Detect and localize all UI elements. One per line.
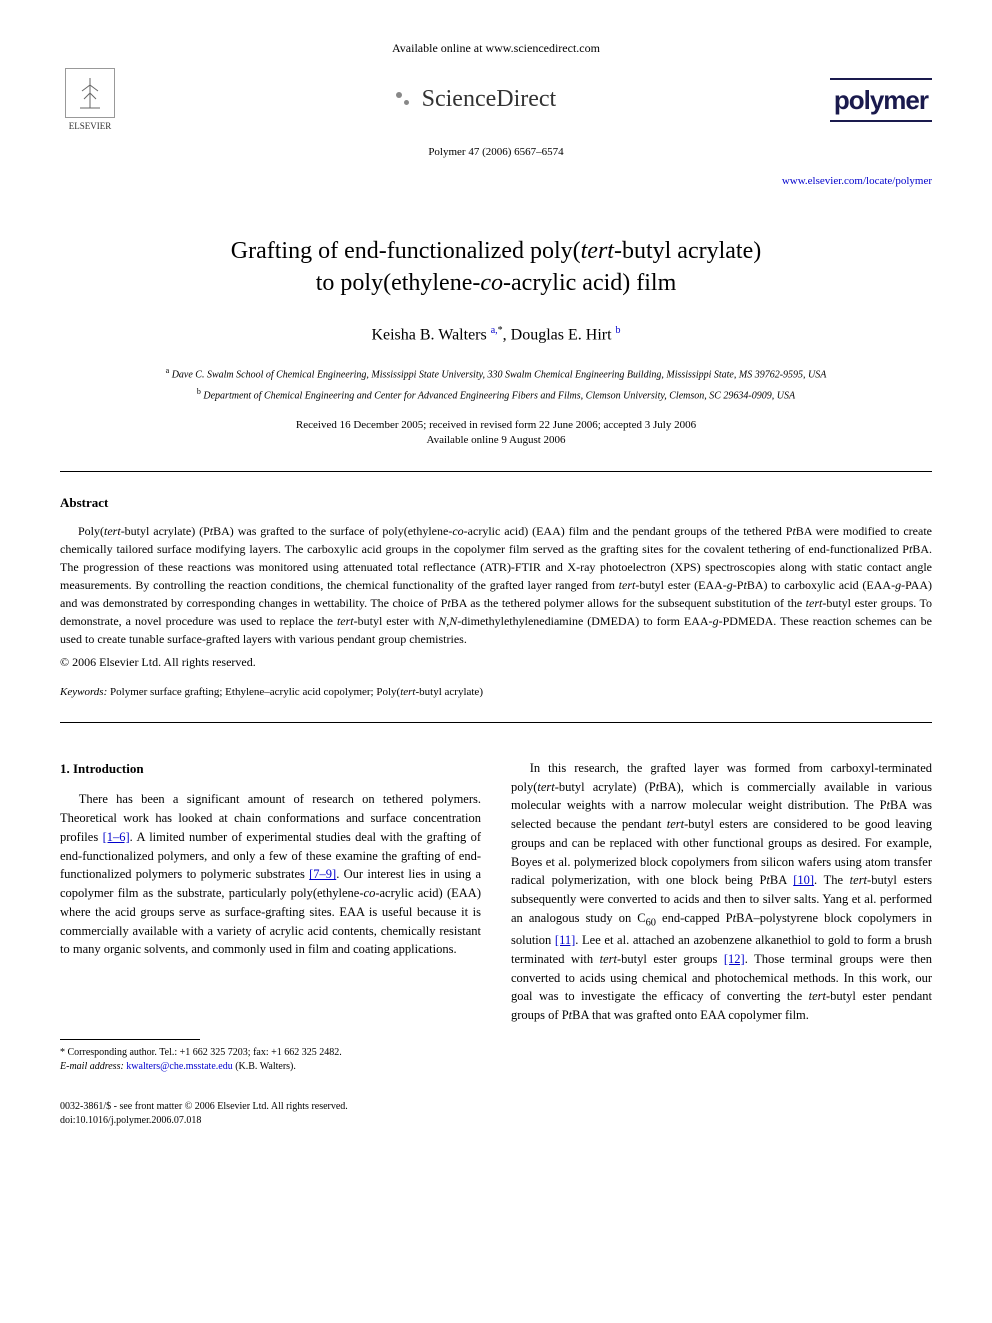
elsevier-tree-icon [65,68,115,118]
author-sep: , [503,327,511,344]
copyright: © 2006 Elsevier Ltd. All rights reserved… [60,654,932,671]
footnote-divider [60,1039,200,1040]
p2-text-a: In this research, the grafted layer was … [511,761,932,888]
journal-url[interactable]: www.elsevier.com/locate/polymer [60,174,932,189]
affil-a-sup: a [166,366,170,375]
footer-doi: doi:10.1016/j.polymer.2006.07.018 [60,1114,932,1128]
elsevier-label: ELSEVIER [69,120,112,133]
column-left: 1. Introduction There has been a signifi… [60,759,481,1074]
elsevier-logo: ELSEVIER [60,65,120,135]
citation: Polymer 47 (2006) 6567–6574 [60,145,932,160]
dates-online: Available online 9 August 2006 [60,433,932,448]
sciencedirect-block: ScienceDirect [120,83,830,117]
abstract-body: Poly(tert-butyl acrylate) (PtBA) was gra… [60,522,932,648]
corresponding-footnote: * Corresponding author. Tel.: +1 662 325… [60,1046,481,1074]
intro-para-1: There has been a significant amount of r… [60,790,481,959]
email-label: E-mail address: [60,1061,124,1072]
available-online-text: Available online at www.sciencedirect.co… [60,40,932,57]
ref-link-12[interactable]: [12] [724,952,745,966]
sciencedirect-icon [394,90,414,110]
keywords: Keywords: Polymer surface grafting; Ethy… [60,685,932,700]
authors: Keisha B. Walters a,*, Douglas E. Hirt b [60,324,932,347]
keywords-text: Polymer surface grafting; Ethylene–acryl… [107,686,483,698]
email-link[interactable]: kwalters@che.msstate.edu [126,1061,232,1072]
sciencedirect-logo: ScienceDirect [394,83,557,117]
email-tail: (K.B. Walters). [233,1061,296,1072]
footnote-email-line: E-mail address: kwalters@che.msstate.edu… [60,1060,481,1074]
header-logo-row: ELSEVIER ScienceDirect polymer [60,65,932,135]
title-line-2: to poly(ethylene-co-acrylic acid) film [316,270,677,296]
footer-issn: 0032-3861/$ - see front matter © 2006 El… [60,1100,932,1114]
footer: 0032-3861/$ - see front matter © 2006 El… [60,1100,932,1128]
header: Available online at www.sciencedirect.co… [60,40,932,190]
affil-b-sup: b [197,387,201,396]
ref-link-1-6[interactable]: [1–6] [103,830,130,844]
polymer-journal-logo: polymer [830,78,932,122]
keywords-label: Keywords: [60,686,107,698]
affil-b-text: Department of Chemical Engineering and C… [203,391,795,402]
section-1-heading: 1. Introduction [60,759,481,779]
author-1: Keisha B. Walters [371,327,486,344]
affil-a-text: Dave C. Swalm School of Chemical Enginee… [172,369,827,380]
journal-url-link[interactable]: www.elsevier.com/locate/polymer [782,175,932,187]
affiliation-b: b Department of Chemical Engineering and… [60,386,932,403]
article-title: Grafting of end-functionalized poly(tert… [60,235,932,300]
intro-para-2: In this research, the grafted layer was … [511,759,932,1025]
footnote-corr: * Corresponding author. Tel.: +1 662 325… [60,1046,481,1060]
author-2: Douglas E. Hirt [511,327,612,344]
page-container: Available online at www.sciencedirect.co… [0,0,992,1168]
abstract-heading: Abstract [60,494,932,512]
title-line-1: Grafting of end-functionalized poly(tert… [231,238,761,264]
divider-top [60,471,932,472]
ref-link-7-9[interactable]: [7–9] [309,867,336,881]
affiliation-a: a Dave C. Swalm School of Chemical Engin… [60,365,932,382]
divider-bottom [60,722,932,723]
ref-link-11[interactable]: [11] [555,933,575,947]
tree-svg [70,73,110,113]
author-1-affil: a, [491,325,498,336]
dates-received: Received 16 December 2005; received in r… [60,418,932,433]
author-2-affil: b [616,325,621,336]
article-dates: Received 16 December 2005; received in r… [60,418,932,449]
body-columns: 1. Introduction There has been a signifi… [60,759,932,1074]
sciencedirect-text: ScienceDirect [422,83,557,117]
ref-link-10[interactable]: [10] [793,873,814,887]
column-right: In this research, the grafted layer was … [511,759,932,1074]
